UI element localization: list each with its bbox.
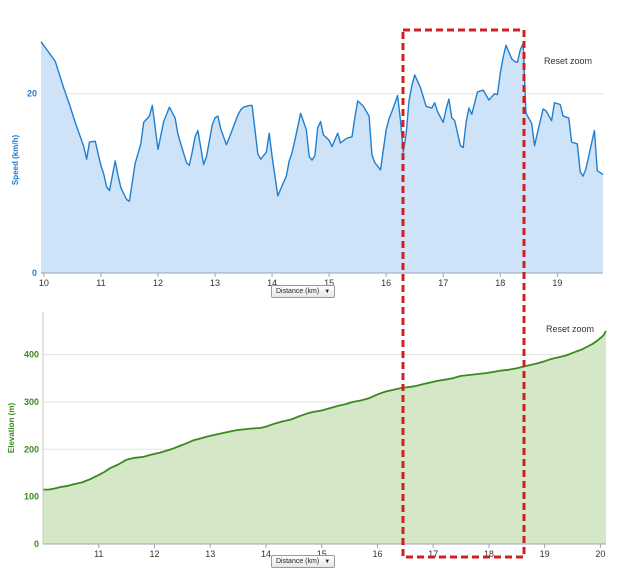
elevation-chart: 11 12 13 14 15 16 17 18 19 20 0 100 200 300 400 Eleva… <box>7 312 607 559</box>
distance-select-label: Distance (km) <box>276 558 320 565</box>
x-tick-label: 18 <box>484 549 494 559</box>
y-tick-label: 300 <box>24 397 39 407</box>
x-tick-label: 15 <box>324 278 334 288</box>
y-tick-label: 20 <box>27 89 37 99</box>
x-tick-label: 14 <box>267 278 277 288</box>
x-tick-label: 17 <box>438 278 448 288</box>
x-tick-label: 16 <box>372 549 382 559</box>
distance-select-elevation[interactable]: Distance (km) ▼ <box>271 555 336 568</box>
x-tick-label: 14 <box>261 549 271 559</box>
x-tick-label: 19 <box>552 278 562 288</box>
x-tick-label: 11 <box>96 278 105 288</box>
elevation-y-ticks: 0 100 200 300 400 <box>24 350 39 549</box>
y-tick-label: 0 <box>34 539 39 549</box>
chevron-down-icon: ▼ <box>324 559 331 565</box>
x-tick-label: 17 <box>428 549 438 559</box>
x-tick-label: 13 <box>205 549 215 559</box>
highlight-rectangle <box>401 28 526 559</box>
y-tick-label: 0 <box>32 268 37 278</box>
y-tick-label: 200 <box>24 444 39 454</box>
speed-y-ticks: 0 20 <box>27 89 37 278</box>
x-tick-label: 12 <box>149 549 159 559</box>
x-tick-label: 18 <box>495 278 505 288</box>
speed-chart: 10 11 12 13 14 15 16 17 18 19 0 20 Speed (km/h) <box>11 41 604 288</box>
reset-zoom-button-elevation[interactable]: Reset zoom <box>546 324 595 334</box>
reset-zoom-button-speed[interactable]: Reset zoom <box>544 56 593 66</box>
distance-select-speed[interactable]: Distance (km) ▼ <box>271 285 336 298</box>
x-tick-label: 15 <box>317 549 327 559</box>
x-tick-label: 20 <box>595 549 605 559</box>
elevation-line <box>43 330 607 491</box>
elevation-y-axis-title: Elevation (m) <box>7 403 16 454</box>
x-tick-label: 11 <box>94 549 103 559</box>
elevation-area <box>43 330 606 544</box>
elevation-x-ticks: 11 12 13 14 15 16 17 18 19 20 <box>94 544 605 559</box>
x-tick-label: 12 <box>153 278 163 288</box>
speed-y-axis-title: Speed (km/h) <box>11 135 20 186</box>
chevron-down-icon: ▼ <box>324 289 331 295</box>
x-tick-label: 10 <box>39 278 49 288</box>
speed-line <box>40 41 604 202</box>
x-tick-label: 19 <box>540 549 550 559</box>
speed-area <box>41 41 603 274</box>
x-tick-label: 13 <box>210 278 220 288</box>
speed-x-ticks: 10 11 12 13 14 15 16 17 18 19 <box>39 273 562 288</box>
y-tick-label: 100 <box>24 492 39 502</box>
distance-select-label: Distance (km) <box>276 288 320 295</box>
y-tick-label: 400 <box>24 350 39 360</box>
x-tick-label: 16 <box>381 278 391 288</box>
